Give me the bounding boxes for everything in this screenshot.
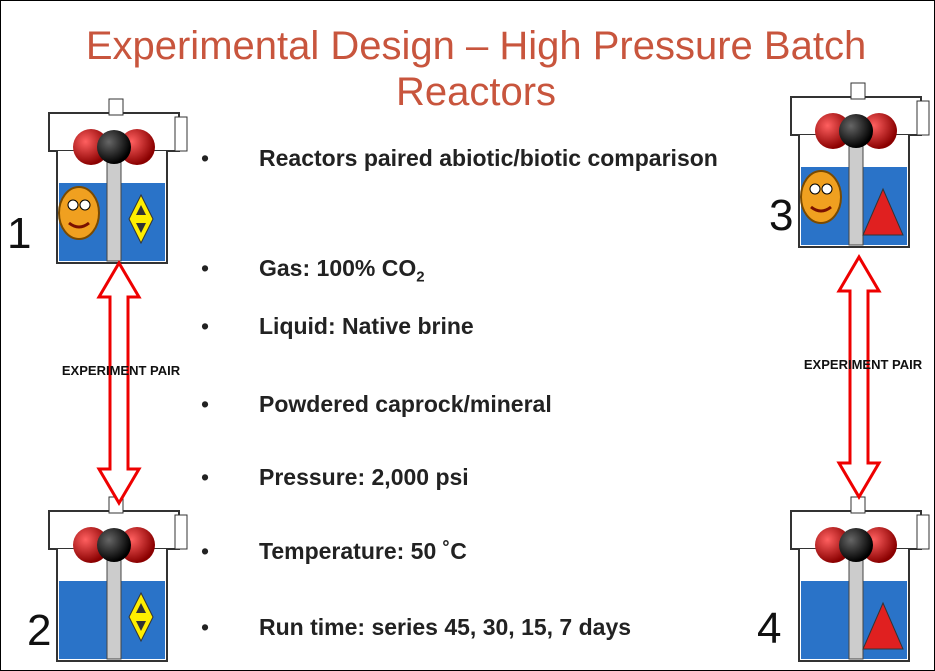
reactor-number: 4 (757, 604, 782, 653)
bullet-text-main: Temperature: 50 ˚C (259, 538, 467, 564)
bullet-text: Pressure: 2,000 psi (259, 460, 719, 494)
bullet-text: Liquid: Native brine (259, 309, 719, 343)
bullet-text: Gas: 100% CO2 (259, 251, 719, 295)
bullet-item: • Gas: 100% CO2 (201, 251, 719, 295)
bullet-item: • Temperature: 50 ˚C (201, 534, 719, 568)
pair-label: EXPERIMENT PAIR (61, 363, 181, 378)
bullet-text: Reactors paired abiotic/biotic compariso… (259, 141, 719, 175)
bullet-item: • Reactors paired abiotic/biotic comparis… (201, 141, 719, 175)
bullet-dot: • (201, 313, 210, 339)
bullet-dot: • (201, 538, 210, 564)
bullet-text: Run time: series 45, 30, 15, 7 days (259, 610, 719, 644)
bullet-dot: • (201, 145, 210, 171)
bullet-item: • Pressure: 2,000 psi (201, 460, 719, 494)
bullet-text-main: Pressure: 2,000 psi (259, 464, 469, 490)
bullet-text-main: Liquid: Native brine (259, 313, 474, 339)
bullet-item: • Liquid: Native brine (201, 309, 719, 343)
bullet-text-main: Gas: 100% CO (259, 255, 417, 281)
pair-label: EXPERIMENT PAIR (803, 357, 923, 372)
bullet-item: • Powdered caprock/mineral (201, 387, 719, 421)
bullet-text-main: Run time: series 45, 30, 15, 7 days (259, 614, 632, 640)
subscript: 2 (416, 268, 425, 286)
slide-title: Experimental Design – High Pressure Batc… (85, 24, 867, 114)
reactor-number: 2 (27, 606, 52, 655)
bullet-text: Temperature: 50 ˚C (259, 534, 719, 568)
bullet-dot: • (201, 255, 210, 281)
reactor-number: 3 (769, 191, 794, 240)
bullet-text: Powdered caprock/mineral (259, 387, 719, 421)
bullet-text-main: Reactors paired abiotic/biotic compariso… (259, 145, 718, 171)
bullet-dot: • (201, 391, 210, 417)
bullet-dot: • (201, 464, 210, 490)
bullet-item: • Run time: series 45, 30, 15, 7 days (201, 610, 719, 644)
bullet-dot: • (201, 614, 210, 640)
bullet-text-main: Powdered caprock/mineral (259, 391, 552, 417)
reactor-number: 1 (7, 209, 32, 258)
